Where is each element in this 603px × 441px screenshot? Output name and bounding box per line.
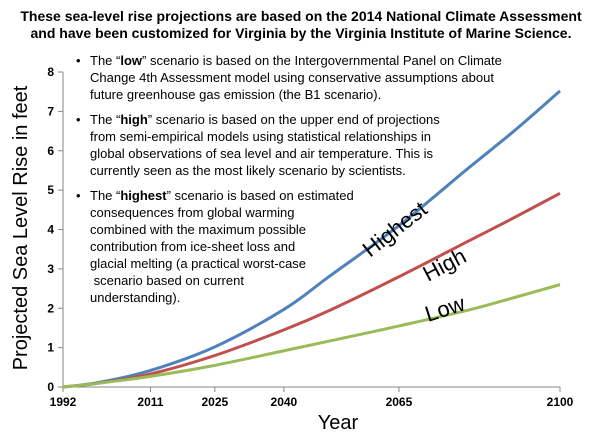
note-line: understanding).	[90, 289, 466, 306]
x-tick-label: 2040	[271, 395, 298, 409]
y-tick-label: 3	[47, 262, 54, 276]
note-text: consequences from global warming	[90, 205, 295, 220]
note-text: glacial melting (a practical worst-case	[90, 256, 307, 271]
x-tick-label: 2065	[386, 395, 413, 409]
note-item: • The “low” scenario is based on the Inte…	[76, 52, 502, 103]
note-item: • The “highest” scenario is based on esti…	[76, 187, 466, 306]
note-line: contribution from ice-sheet loss and	[90, 238, 466, 255]
note-text: understanding).	[90, 290, 181, 305]
note-text: global observations of sea level and air…	[90, 146, 434, 161]
x-axis-ticks: 1992 2011 2025 2040 2065 2100	[50, 387, 574, 409]
y-tick-label: 4	[47, 223, 54, 237]
note-text: The “	[90, 53, 121, 68]
note-text: contribution from ice-sheet loss and	[90, 239, 296, 254]
series-lines	[62, 89, 561, 389]
scenario-notes: • The “low” scenario is based on the Inte…	[76, 52, 502, 314]
note-line: The “low” scenario is based on the Inter…	[90, 52, 502, 69]
note-text: ” scenario is based on the Intergovernme…	[142, 53, 502, 68]
note-emphasis: low	[120, 53, 143, 68]
note-line: The “high” scenario is based on the uppe…	[90, 111, 466, 128]
note-emphasis: high	[120, 112, 148, 127]
note-line: future greenhouse gas emission (the B1 s…	[90, 86, 466, 103]
x-tick-label: 2025	[202, 395, 229, 409]
y-tick-label: 6	[47, 144, 54, 158]
note-line: combined with the maximum possible	[90, 221, 466, 238]
note-line: scenario based on current	[90, 272, 466, 289]
y-tick-label: 7	[47, 104, 54, 118]
bullet-icon: •	[76, 112, 81, 127]
note-text: combined with the maximum possible	[90, 222, 307, 237]
chart-title-line-1: These sea-level rise projections are bas…	[20, 8, 582, 24]
y-tick-label: 5	[47, 183, 54, 197]
note-text: ” scenario is based on the upper end of …	[147, 112, 440, 127]
note-line: from semi-empirical models using statist…	[90, 128, 466, 145]
note-text: ” scenario is based on estimated	[166, 188, 354, 203]
bullet-icon: •	[76, 188, 81, 203]
x-tick-label: 2011	[137, 395, 163, 409]
note-line: glacial melting (a practical worst-case	[90, 255, 466, 272]
x-tick-label: 1992	[50, 395, 77, 409]
note-text: The “	[90, 188, 121, 203]
note-text: Change 4th Assessment model using conser…	[90, 70, 494, 85]
note-line: currently seen as the most likely scenar…	[90, 162, 466, 179]
y-axis-title: Projected Sea Level Rise in feet	[10, 85, 32, 370]
note-item: • The “high” scenario is based on the upp…	[76, 111, 466, 179]
y-axis-ticks: 0 1 2 3 4 5 6 7 8	[47, 65, 63, 394]
chart-title-line-2: and have been customized for Virginia by…	[31, 25, 572, 41]
series-line-highest	[62, 89, 561, 389]
y-tick-label: 0	[47, 380, 54, 394]
x-tick-label: 2100	[547, 395, 574, 409]
note-text: currently seen as the most likely scenar…	[90, 163, 406, 178]
y-tick-label: 2	[47, 301, 54, 315]
note-line: The “highest” scenario is based on estim…	[90, 187, 466, 204]
note-text: The “	[90, 112, 121, 127]
series-line-low	[62, 283, 561, 389]
note-line: global observations of sea level and air…	[90, 145, 466, 162]
note-text: from semi-empirical models using statist…	[90, 129, 432, 144]
x-axis-title: Year	[318, 412, 359, 434]
note-text: future greenhouse gas emission (the B1 s…	[90, 87, 382, 102]
y-tick-label: 8	[47, 65, 54, 79]
note-line: consequences from global warming	[90, 204, 466, 221]
note-text: scenario based on current	[90, 273, 244, 288]
note-emphasis: highest	[120, 188, 167, 203]
bullet-icon: •	[76, 53, 81, 68]
y-tick-label: 1	[47, 341, 54, 355]
note-line: Change 4th Assessment model using conser…	[90, 69, 494, 86]
